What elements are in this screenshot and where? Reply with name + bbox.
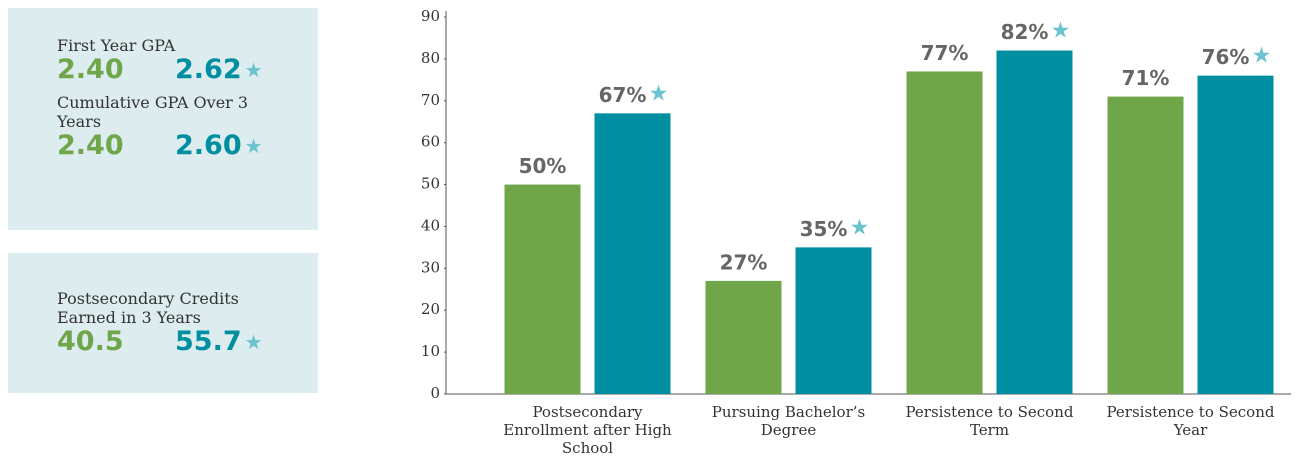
bar xyxy=(996,50,1073,395)
value-label: 35% xyxy=(800,217,848,241)
y-tick-label: 60 xyxy=(421,133,440,151)
y-tick-label: 40 xyxy=(421,216,440,234)
value-label: 67% xyxy=(599,83,647,107)
stat-label: Postsecondary Credits Earned in 3 Years xyxy=(57,289,239,327)
y-tick-label: 30 xyxy=(421,258,440,276)
star: ★ xyxy=(244,58,263,82)
bar xyxy=(1107,96,1184,394)
stat-label: First Year GPA xyxy=(57,36,176,55)
star: ★ xyxy=(649,81,669,106)
stat-values: 2.40 2.60 ★ xyxy=(57,131,318,161)
star: ★ xyxy=(1252,44,1272,69)
bar xyxy=(1197,75,1274,395)
value-label: 27% xyxy=(720,250,768,274)
y-tick-label: 20 xyxy=(421,300,440,318)
bar xyxy=(795,247,872,394)
stat-label: Cumulative GPA Over 3 Years xyxy=(57,93,249,131)
star: ★ xyxy=(244,134,263,158)
y-tick-label: 50 xyxy=(421,175,440,193)
star: ★ xyxy=(850,215,870,240)
x-tick-label: Persistence to Second Year xyxy=(1106,403,1275,439)
bar xyxy=(705,280,782,394)
value-label: 76% xyxy=(1202,45,1250,69)
y-tick-label: 90 xyxy=(421,7,440,25)
value-label: 77% xyxy=(921,41,969,65)
stat-value: 40.5 xyxy=(57,326,124,357)
credits-panel: Postsecondary Credits Earned in 3 Years … xyxy=(8,253,318,393)
stat-value: 2.40 xyxy=(57,130,124,161)
y-tick-label: 0 xyxy=(430,384,440,402)
y-tick-label: 80 xyxy=(421,49,440,67)
stat-value: 55.7 xyxy=(175,326,242,357)
stat-value: 2.40 xyxy=(57,54,124,85)
value-label: 71% xyxy=(1122,66,1170,90)
stat-value: 2.60 xyxy=(175,130,242,161)
y-tick-label: 70 xyxy=(421,91,440,109)
bar xyxy=(906,71,983,394)
bar xyxy=(504,184,581,394)
value-label: 82% xyxy=(1001,20,1049,44)
bar xyxy=(594,113,671,394)
stat-values: 40.5 55.7 ★ xyxy=(57,327,318,357)
stat-values: 2.40 2.62 ★ xyxy=(57,55,318,85)
x-tick-label: Pursuing Bachelor’s Degree xyxy=(711,403,866,439)
stat-value: 2.62 xyxy=(175,54,242,85)
star: ★ xyxy=(244,330,263,354)
gpa-panel: First Year GPA 2.40 2.62 ★ Cumulative GPA … xyxy=(8,8,318,230)
value-label: 50% xyxy=(519,154,567,178)
x-tick-label: Persistence to Second Term xyxy=(905,403,1074,439)
x-tick-label: Postsecondary Enrollment after High Scho… xyxy=(503,403,672,457)
y-tick-label: 10 xyxy=(421,342,440,360)
star: ★ xyxy=(1051,19,1071,44)
